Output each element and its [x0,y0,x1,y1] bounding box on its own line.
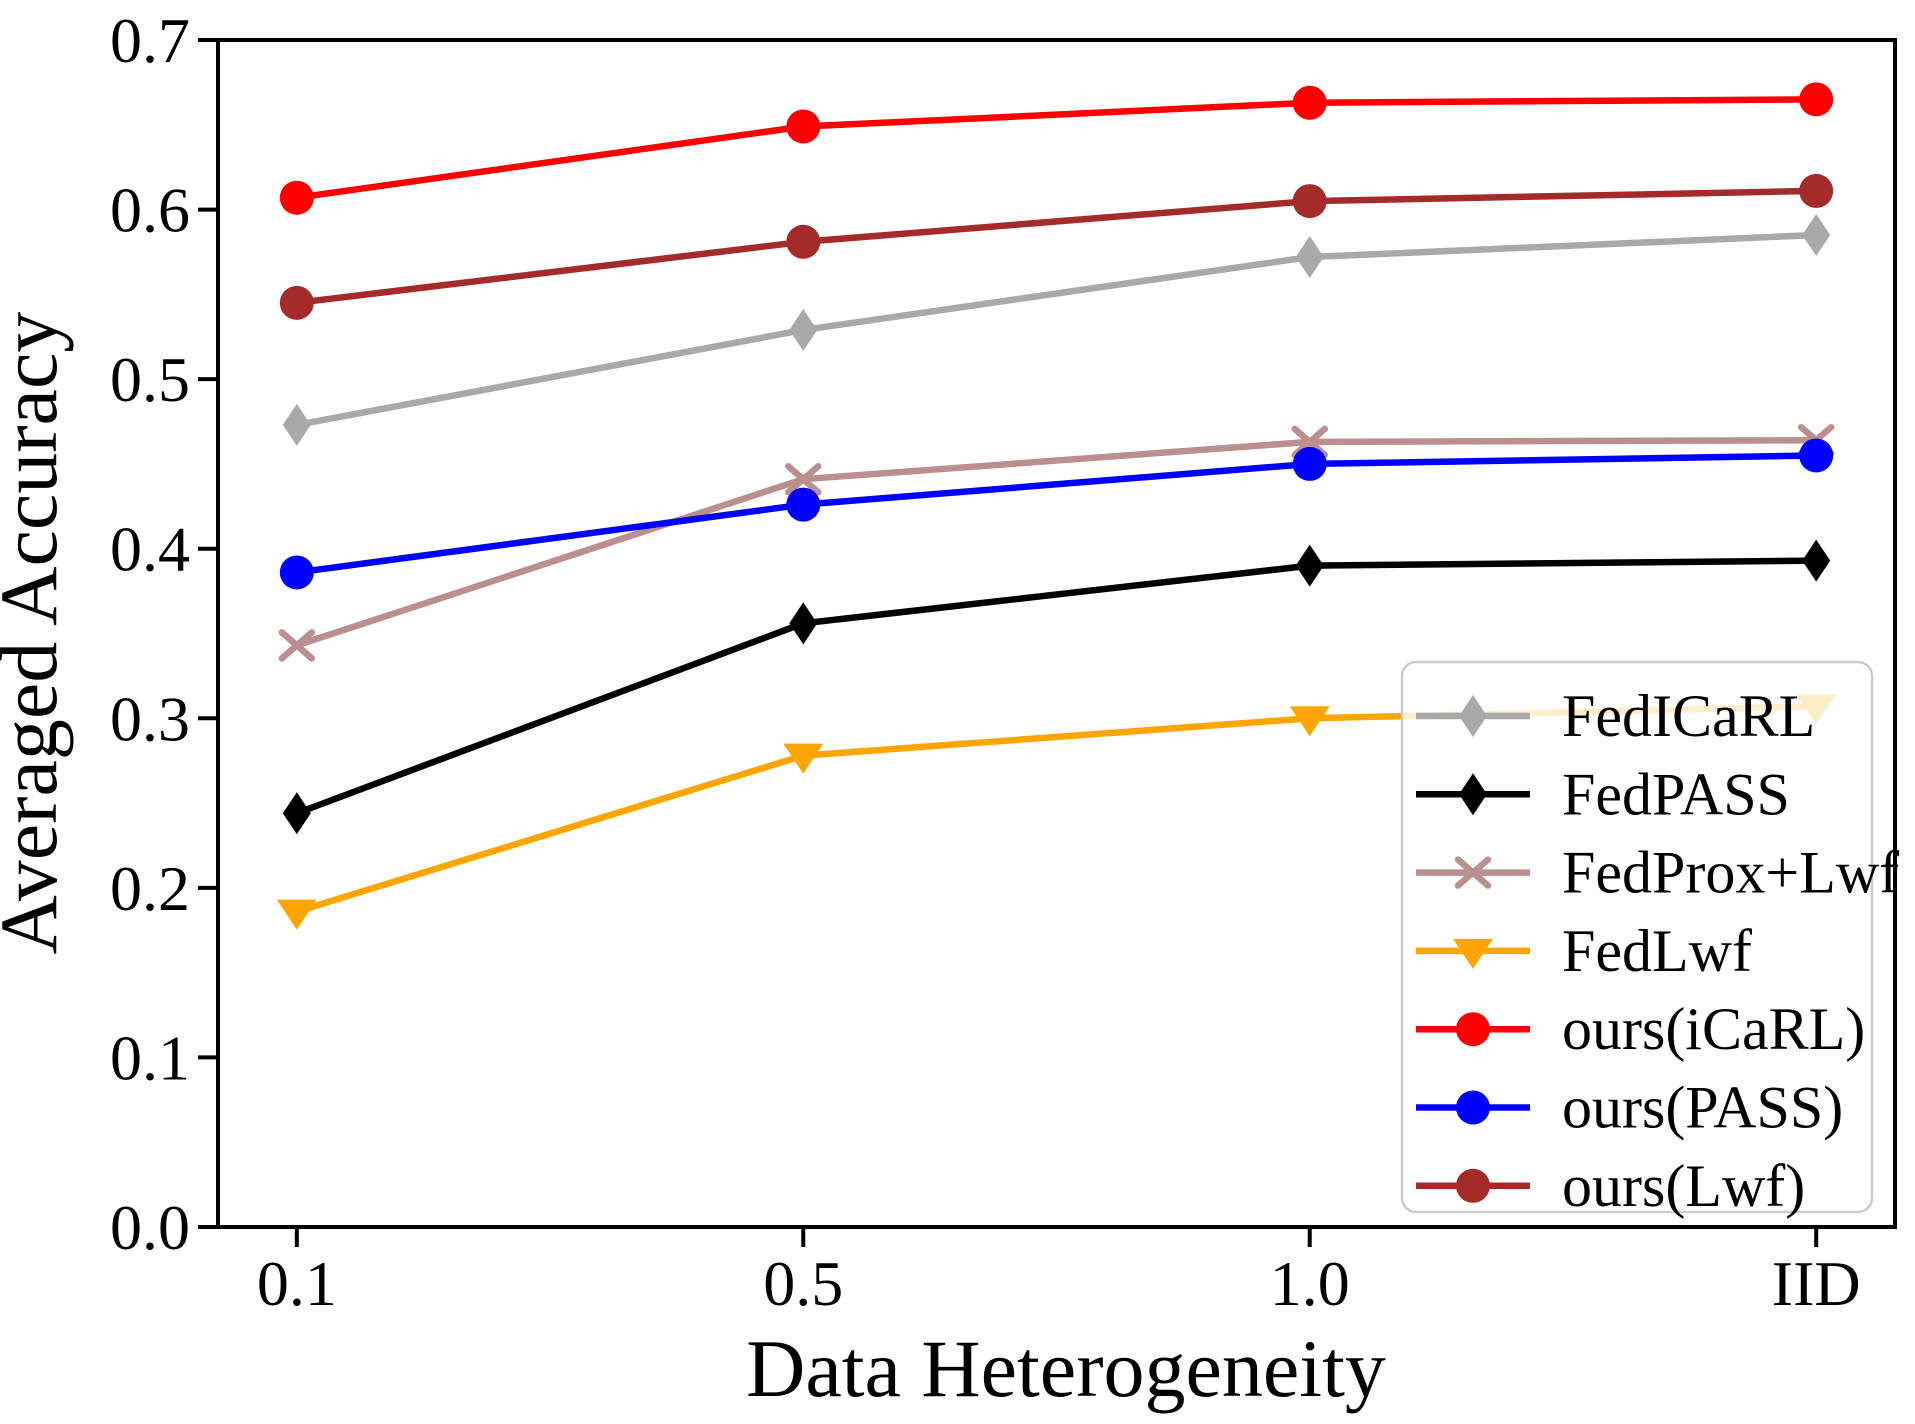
marker-ours-pass-iid [1799,438,1834,473]
marker-fedlwf-0-5 [783,743,824,774]
y-tick-label-0-0: 0.0 [110,1192,190,1263]
legend-marker-ours-pass [1456,1090,1490,1125]
y-tick-label-0-4: 0.4 [110,514,190,585]
marker-ours-pass-1-0 [1292,446,1327,481]
y-axis-label: Averaged Accuracy [0,312,74,955]
x-tick-label-iid: IID [1772,1248,1861,1319]
y-tick-label-0-1: 0.1 [110,1022,190,1093]
marker-fedlwf-1-0 [1289,706,1330,737]
legend-label-ours-icarl: ours(iCaRL) [1562,996,1865,1062]
marker-ours-icarl-iid [1799,82,1834,117]
series-line-ours-icarl [296,96,1817,201]
marker-fedpass-iid [1802,539,1831,582]
marker-ours-pass-0-5 [786,487,821,522]
marker-fedpass-0-1 [282,792,311,835]
marker-fedlwf-0-1 [276,899,317,930]
x-axis-label: Data Heterogeneity [746,1323,1386,1414]
legend-marker-ours-lwf [1456,1168,1490,1203]
x-tick-label-1-0: 1.0 [1270,1248,1350,1319]
legend-marker-fedprox-lwf [1454,856,1492,889]
legend-label-fedprox-lwf: FedProx+Lwf [1562,840,1899,906]
legend-marker-fedicarl [1459,695,1487,737]
legend-label-ours-lwf: ours(Lwf) [1562,1153,1805,1219]
marker-ours-icarl-1-0 [1292,85,1327,120]
legend-label-fedicarl: FedICaRL [1562,683,1815,749]
marker-ours-lwf-0-1 [279,285,314,320]
marker-fedprox-lwf-0-1 [278,629,316,662]
marker-ours-lwf-1-0 [1292,184,1327,219]
legend-marker-fedlwf [1453,938,1493,969]
marker-ours-icarl-0-1 [279,180,314,215]
marker-ours-lwf-iid [1799,173,1834,208]
legend-label-fedpass: FedPASS [1562,761,1790,827]
marker-ours-pass-0-1 [279,555,314,590]
y-tick-label-0-7: 0.7 [110,5,190,76]
series-line-fedpass [295,557,1817,817]
marker-fedprox-lwf-0-5 [785,462,822,496]
y-tick-label-0-6: 0.6 [110,175,190,246]
marker-fedicarl-iid [1802,214,1831,257]
marker-fedicarl-0-1 [282,403,311,446]
y-tick-label-0-5: 0.5 [110,344,190,415]
series-line-ours-lwf [296,187,1817,307]
legend-label-fedlwf: FedLwf [1562,918,1752,984]
legend-label-ours-pass: ours(PASS) [1562,1075,1843,1141]
legend-marker-ours-icarl [1456,1012,1490,1047]
legend-marker-fedpass [1459,773,1487,816]
series-line-fedicarl [296,231,1817,429]
marker-fedpass-0-5 [789,602,818,645]
marker-ours-lwf-0-5 [786,224,821,259]
plot-border [216,38,1897,1229]
legend-box [1400,660,1874,1214]
marker-fedicarl-0-5 [789,308,818,351]
marker-ours-icarl-0-5 [786,109,821,144]
x-tick-label-0-1: 0.1 [257,1248,337,1319]
series-line-ours-pass [296,452,1817,576]
x-tick-label-0-5: 0.5 [763,1248,843,1319]
marker-fedicarl-1-0 [1295,236,1324,279]
y-tick-label-0-2: 0.2 [110,853,190,924]
marker-fedpass-1-0 [1295,544,1324,587]
series-line-fedprox-lwf [295,436,1817,649]
y-tick-label-0-3: 0.3 [110,683,190,754]
